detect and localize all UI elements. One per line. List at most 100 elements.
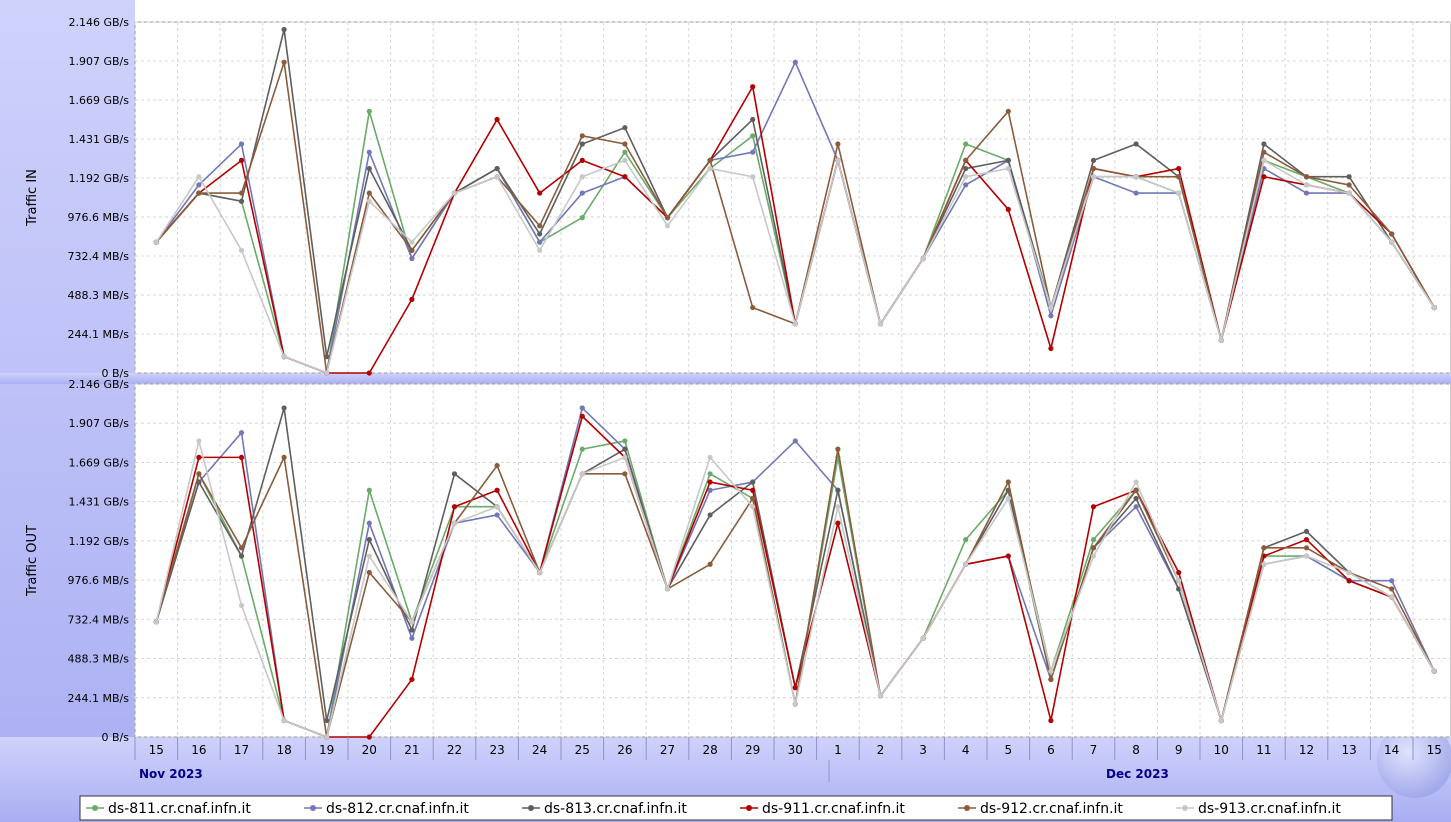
x-tick-label: 28 xyxy=(702,743,717,757)
legend-label: ds-811.cr.cnaf.infn.it xyxy=(108,801,251,817)
legend-label: ds-812.cr.cnaf.infn.it xyxy=(326,801,469,817)
data-point xyxy=(579,471,585,477)
data-point xyxy=(1303,537,1310,543)
legend-item[interactable]: ds-913.cr.cnaf.infn.it xyxy=(1176,801,1341,817)
data-point xyxy=(835,157,841,163)
x-tick-label: 1 xyxy=(834,743,842,757)
x-tick-label: 14 xyxy=(1384,743,1399,757)
legend-item[interactable]: ds-813.cr.cnaf.infn.it xyxy=(522,801,687,817)
data-point xyxy=(579,174,585,180)
legend-item[interactable]: ds-911.cr.cnaf.infn.it xyxy=(740,801,905,817)
data-point xyxy=(238,247,245,253)
data-point xyxy=(1431,668,1437,674)
y-tick-label: 488.3 MB/s xyxy=(68,289,130,302)
data-point xyxy=(835,141,841,147)
data-point xyxy=(707,479,713,485)
x-tick-label: 19 xyxy=(319,743,334,757)
x-tick-label: 8 xyxy=(1132,743,1140,757)
data-point xyxy=(750,174,756,180)
data-point xyxy=(366,487,372,493)
data-point xyxy=(238,430,245,436)
data-point xyxy=(1090,157,1097,163)
data-point xyxy=(238,553,245,559)
data-point xyxy=(1005,108,1011,114)
data-point xyxy=(196,471,202,477)
data-point xyxy=(622,125,628,131)
legend-point-marker xyxy=(1182,805,1188,811)
data-point xyxy=(1176,578,1182,584)
data-point xyxy=(963,141,969,147)
data-point xyxy=(366,190,372,196)
data-point xyxy=(1346,190,1352,196)
data-point xyxy=(494,174,500,180)
data-point xyxy=(579,157,585,163)
data-point xyxy=(1048,676,1054,683)
y-tick-label: 1.192 GB/s xyxy=(69,172,130,185)
data-point xyxy=(877,693,884,699)
data-point xyxy=(963,537,969,543)
x-tick-label: 15 xyxy=(1427,743,1442,757)
x-tick-label: 25 xyxy=(575,743,590,757)
data-point xyxy=(1133,495,1139,502)
data-point xyxy=(238,141,245,147)
data-point xyxy=(622,174,628,180)
data-point xyxy=(451,520,458,526)
data-point xyxy=(920,635,926,641)
data-point xyxy=(1261,174,1267,180)
data-point xyxy=(1133,190,1139,196)
data-point xyxy=(281,59,287,65)
x-tick-label: 7 xyxy=(1090,743,1098,757)
data-point xyxy=(537,569,543,576)
data-point xyxy=(1303,174,1310,180)
legend-item[interactable]: ds-812.cr.cnaf.infn.it xyxy=(304,801,469,817)
data-point xyxy=(366,553,372,559)
data-point xyxy=(238,157,245,163)
y-tick-label: 976.6 MB/s xyxy=(68,574,130,587)
data-point xyxy=(537,247,543,253)
data-point xyxy=(238,190,245,196)
data-point xyxy=(750,504,756,510)
data-point xyxy=(1005,206,1011,213)
data-point xyxy=(366,537,372,543)
data-point xyxy=(963,561,969,567)
data-point xyxy=(1261,141,1267,147)
data-point xyxy=(1261,561,1267,567)
y-tick-label: 732.4 MB/s xyxy=(68,250,130,263)
data-point xyxy=(1261,149,1267,155)
legend-label: ds-913.cr.cnaf.infn.it xyxy=(1198,801,1341,817)
y-tick-label: 0 B/s xyxy=(102,731,130,744)
data-point xyxy=(1048,668,1054,674)
data-point xyxy=(409,635,415,641)
plot-area xyxy=(134,383,1451,738)
legend-item[interactable]: ds-811.cr.cnaf.infn.it xyxy=(86,801,251,817)
x-tick-label: 9 xyxy=(1175,743,1183,757)
x-tick-label: 20 xyxy=(362,743,377,757)
data-point xyxy=(835,520,841,526)
x-tick-label: 15 xyxy=(149,743,164,757)
data-point xyxy=(409,239,415,245)
x-tick-label: 18 xyxy=(276,743,291,757)
data-point xyxy=(281,454,287,460)
data-point xyxy=(707,487,713,493)
x-tick-label: 13 xyxy=(1341,743,1356,757)
data-point xyxy=(537,231,543,237)
data-point xyxy=(622,438,628,444)
data-point xyxy=(409,676,415,683)
data-point xyxy=(1303,545,1310,551)
y-axis-title: Traffic OUT xyxy=(25,525,40,597)
data-point xyxy=(707,512,713,518)
data-point xyxy=(1346,578,1352,584)
x-tick-label: 29 xyxy=(745,743,760,757)
data-point xyxy=(366,198,372,204)
data-point xyxy=(1005,157,1011,163)
legend-item[interactable]: ds-912.cr.cnaf.infn.it xyxy=(958,801,1123,817)
data-point xyxy=(792,321,798,327)
data-point xyxy=(238,602,245,609)
y-tick-label: 1.907 GB/s xyxy=(69,417,130,430)
legend-label: ds-813.cr.cnaf.infn.it xyxy=(544,801,687,817)
data-point xyxy=(707,165,713,172)
data-point xyxy=(366,165,372,172)
y-tick-label: 732.4 MB/s xyxy=(68,613,130,626)
globe-logo-icon xyxy=(1377,722,1451,798)
